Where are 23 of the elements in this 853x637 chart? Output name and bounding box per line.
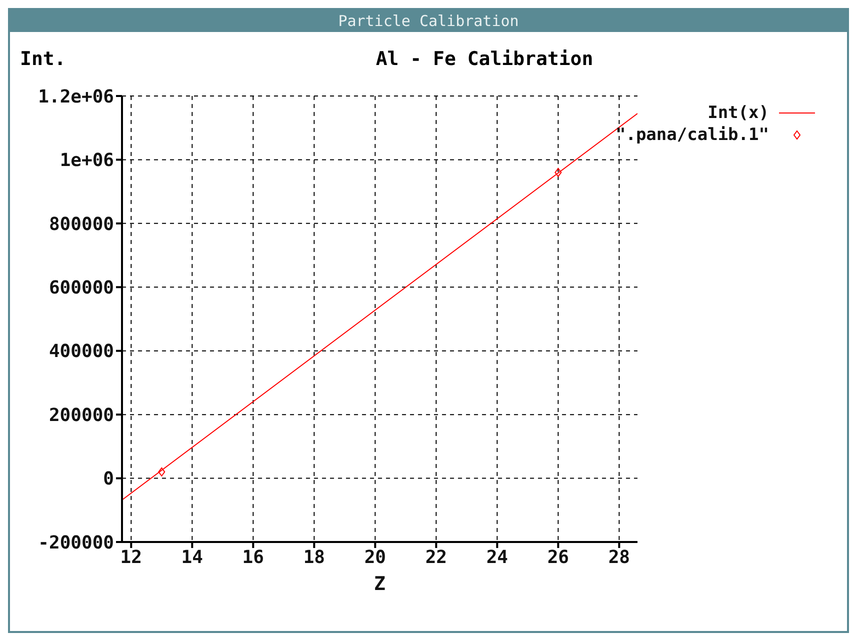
legend-label: Int(x): [708, 102, 769, 124]
x-tick-label: 18: [303, 546, 325, 568]
y-tick-label: 800000: [48, 214, 114, 235]
y-tick-label: 1e+06: [60, 150, 114, 172]
x-tick-label: 12: [120, 546, 142, 568]
y-tick-label: -200000: [38, 532, 114, 554]
x-tick-label: 26: [547, 546, 570, 568]
x-tick-label: 28: [608, 546, 630, 568]
legend-label: ".pana/calib.1": [615, 124, 769, 146]
x-tick-label: 24: [486, 546, 508, 568]
text: Particle Calibration: [338, 12, 519, 30]
y-axis-title: Int.: [20, 48, 66, 70]
y-tick-label: 0: [103, 468, 114, 490]
y-tick-label: 1.2e+06: [38, 86, 114, 108]
x-tick-label: 14: [181, 546, 204, 568]
chart-title: Al - Fe Calibration: [376, 48, 594, 70]
x-tick-label: 20: [364, 546, 386, 568]
y-tick-label: 600000: [48, 278, 114, 299]
x-tick-label: 16: [242, 546, 264, 568]
y-tick-label: 400000: [48, 341, 114, 362]
y-tick-label: 200000: [48, 404, 114, 426]
x-tick-label: 22: [425, 546, 448, 568]
x-axis-title: Z: [374, 573, 386, 595]
